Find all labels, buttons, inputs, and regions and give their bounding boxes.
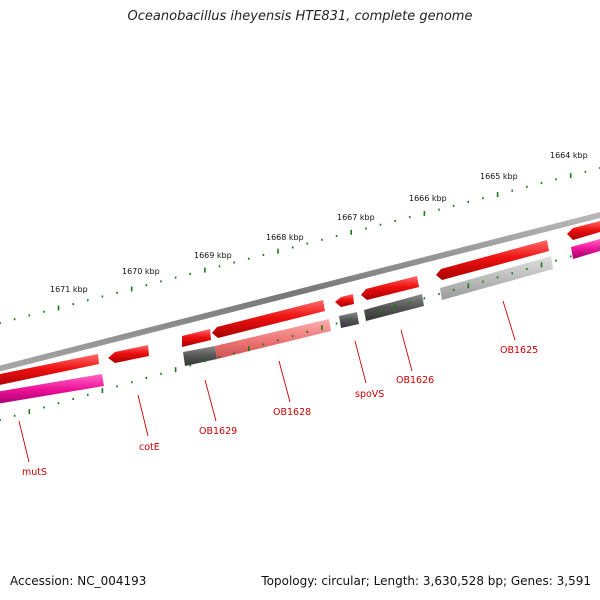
gene-OB1628-arrow: [212, 300, 325, 338]
gene-label-OB1628: OB1628: [273, 407, 311, 418]
cog-OB1628: [215, 319, 331, 359]
leader-OB1628: [278, 360, 291, 403]
scale-label-1670: 1670 kbp: [122, 267, 160, 276]
gene-cotE-arrow: [108, 345, 149, 363]
genome-backbone: [0, 212, 600, 372]
leader-OB1626: [400, 329, 413, 372]
map-title: Oceanobacillus iheyensis HTE831, complet…: [127, 9, 473, 24]
gene-label-OB1625: OB1625: [500, 345, 538, 356]
leader-spoVS: [354, 340, 367, 384]
scale-label-1667: 1667 kbp: [337, 213, 375, 222]
gene-spoVS-arrow: [335, 294, 354, 307]
outer-tick-ring: [0, 167, 600, 324]
gene-OB1629-arrow: [182, 329, 211, 347]
cog-mutS: [0, 374, 104, 404]
cog-spoVS: [339, 312, 359, 328]
gene-next-arrow: [567, 221, 600, 240]
gene-OB1626-arrow: [361, 276, 419, 300]
gene-label-mutS: mutS: [22, 467, 47, 478]
gene-OB1625-arrow: [436, 240, 549, 280]
forward-strand-track: [0, 221, 600, 385]
gene-label-spoVS: spoVS: [355, 389, 384, 400]
scale-label-1668: 1668 kbp: [266, 233, 304, 242]
gene-labels: mutS cotE OB1629 OB1628 spoVS OB1626 OB1…: [22, 345, 538, 478]
scale-label-1666: 1666 kbp: [409, 194, 447, 203]
leader-cotE: [137, 394, 149, 437]
gene-label-OB1629: OB1629: [199, 426, 237, 437]
gene-leader-lines: [18, 300, 516, 463]
cog-OB1629: [183, 346, 217, 366]
cog-OB1625: [440, 256, 553, 300]
inner-tick-ring: [0, 247, 600, 421]
leader-OB1625: [502, 300, 516, 341]
scale-label-1665: 1665 kbp: [480, 172, 518, 181]
scale-label-1671: 1671 kbp: [50, 285, 88, 294]
cog-track: [0, 239, 600, 404]
cog-next: [571, 239, 600, 259]
gene-label-OB1626: OB1626: [396, 375, 434, 386]
accession-label: Accession: NC_004193: [10, 574, 147, 588]
scale-labels: 1671 kbp 1670 kbp 1669 kbp 1668 kbp 1667…: [50, 151, 588, 294]
gene-mutS-arrow: [0, 354, 99, 385]
leader-mutS: [18, 420, 30, 463]
topology-summary: Topology: circular; Length: 3,630,528 bp…: [261, 574, 591, 588]
leader-OB1629: [204, 379, 217, 422]
scale-label-1664: 1664 kbp: [550, 151, 588, 160]
cog-OB1626: [364, 294, 424, 321]
gene-label-cotE: cotE: [139, 442, 160, 453]
scale-label-1669: 1669 kbp: [194, 251, 232, 260]
